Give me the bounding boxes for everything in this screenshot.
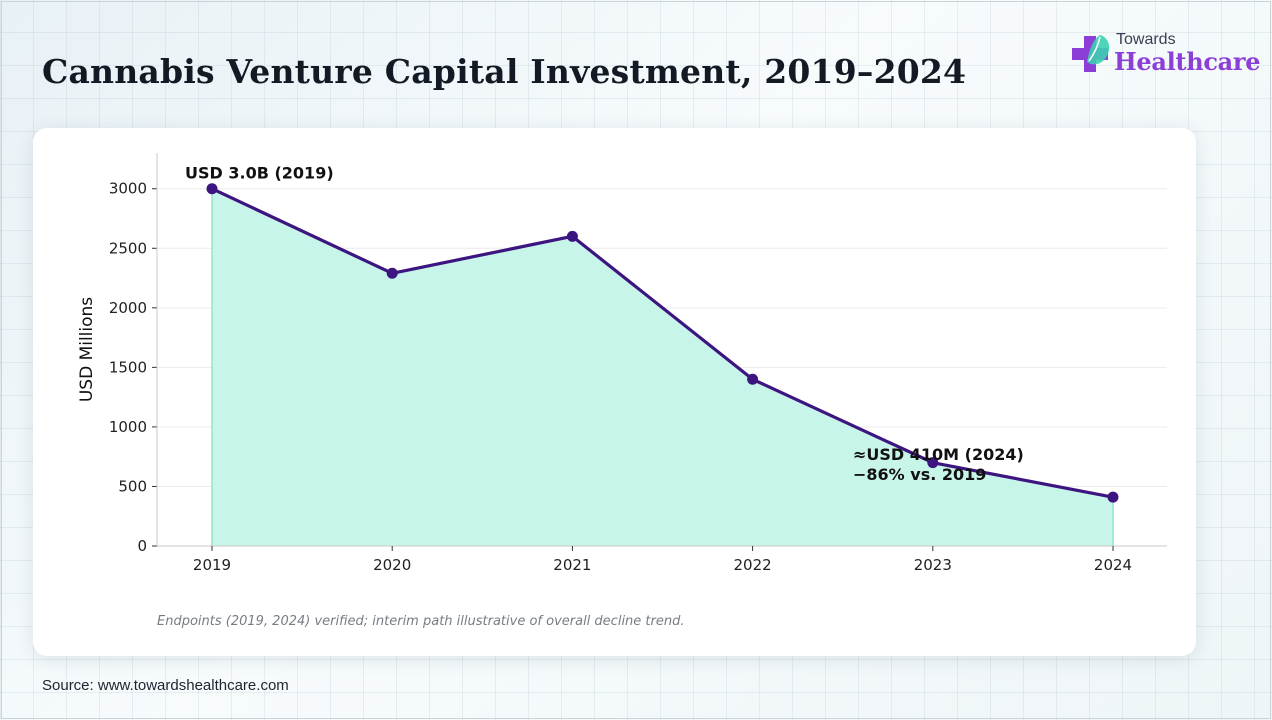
x-tick-label: 2023 <box>914 556 952 574</box>
y-tick-label: 1000 <box>109 418 147 436</box>
annotation-label: −86% vs. 2019 <box>853 465 986 484</box>
source-text: Source: www.towardshealthcare.com <box>42 677 289 694</box>
area-chart: 0 500 1000 1500 2000 2500 3000 2019 2020 2021 2022… <box>77 153 1167 574</box>
y-tick-label: 500 <box>118 477 147 495</box>
x-tick-label: 2024 <box>1094 556 1132 574</box>
area-fill <box>212 188 1113 546</box>
logo-text-top: Towards <box>1116 31 1176 48</box>
annotation-label: ≈USD 410M (2024) <box>853 445 1024 464</box>
brand-logo: Towards Healthcare <box>1070 30 1261 80</box>
x-tick-label: 2019 <box>193 556 231 574</box>
page-title: Cannabis Venture Capital Investment, 201… <box>42 52 967 91</box>
y-tick-label: 2500 <box>109 239 147 257</box>
y-tick-label: 0 <box>137 537 147 555</box>
chart-card: 0 500 1000 1500 2000 2500 3000 2019 2020 2021 2022… <box>33 128 1196 656</box>
logo-text-bottom: Healthcare <box>1114 47 1261 76</box>
data-point <box>927 457 939 469</box>
annotation-label: USD 3.0B (2019) <box>185 164 334 183</box>
x-tick-label: 2020 <box>373 556 411 574</box>
y-tick-label: 2000 <box>109 299 147 317</box>
series-line <box>211 187 1114 499</box>
chart-footnote: Endpoints (2019, 2024) verified; interim… <box>157 614 685 629</box>
y-tick-label: 1500 <box>109 358 147 376</box>
data-point <box>566 230 578 242</box>
data-point <box>206 183 218 195</box>
medical-cross-leaf-icon <box>1072 35 1110 72</box>
data-point <box>386 267 398 279</box>
x-tick-label: 2022 <box>734 556 772 574</box>
data-point <box>1107 491 1119 503</box>
data-point <box>747 373 759 385</box>
x-tick-label: 2021 <box>553 556 591 574</box>
y-tick-label: 3000 <box>109 180 147 198</box>
y-axis-label: USD Millions <box>77 297 97 402</box>
